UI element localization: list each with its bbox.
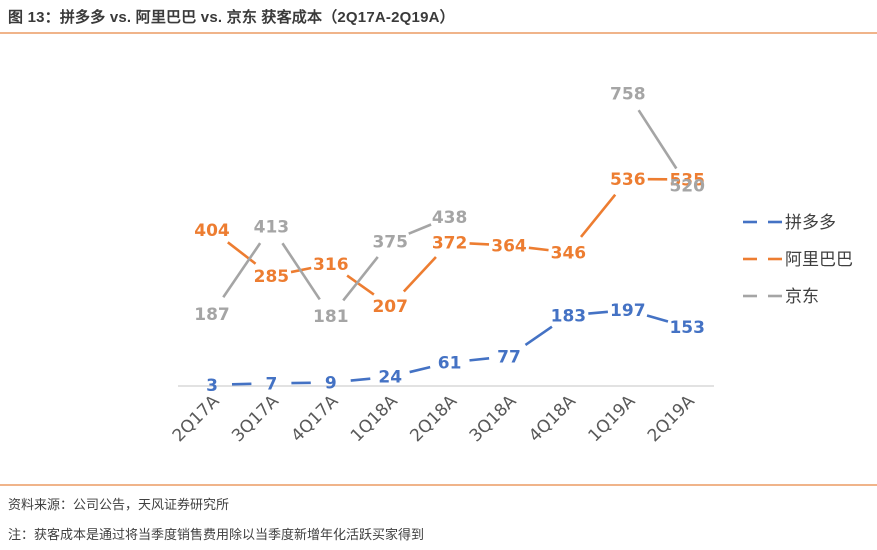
x-tick-label: 4Q17A (288, 391, 343, 446)
jd-data-label: 758 (610, 84, 646, 104)
alibaba-line-segment (227, 241, 257, 265)
jd-line-segment (408, 223, 432, 235)
alibaba-line-segment (402, 256, 437, 293)
jd-line-segment (222, 242, 262, 299)
pdd-data-label: 183 (551, 306, 587, 326)
footer-divider (0, 484, 877, 486)
pdd-data-label: 153 (669, 318, 705, 338)
alibaba-data-label: 536 (610, 170, 646, 190)
x-tick-label: 1Q19A (585, 391, 640, 446)
jd-data-label: 520 (669, 176, 705, 196)
pdd-data-label: 61 (438, 353, 462, 373)
pdd-data-label: 24 (378, 368, 402, 388)
pdd-data-label: 7 (265, 374, 277, 394)
jd-line-segment (281, 242, 321, 301)
chart-title: 图 13：拼多多 vs. 阿里巴巴 vs. 京东 获客成本（2Q17A-2Q19… (8, 9, 455, 26)
alibaba-data-label: 404 (194, 221, 230, 241)
jd-data-label: 438 (432, 208, 468, 228)
x-tick-label: 1Q18A (347, 391, 402, 446)
x-tick-label: 2Q19A (644, 391, 699, 446)
alibaba-data-label: 364 (491, 236, 527, 256)
alibaba-data-label: 316 (313, 255, 349, 275)
pdd-line-segment (588, 310, 609, 315)
jd-data-label: 187 (194, 305, 230, 325)
footnote: 注：获客成本是通过将当季度销售费用除以当季度新增年化活跃买家得到 (8, 527, 425, 542)
title-divider (0, 32, 877, 34)
pdd-line-segment (350, 377, 371, 382)
pdd-data-label: 9 (325, 374, 337, 394)
x-tick-label: 3Q17A (228, 391, 283, 446)
pdd-data-label: 3 (206, 376, 218, 396)
x-tick-label: 4Q18A (525, 391, 580, 446)
alibaba-line-segment (469, 242, 490, 246)
alibaba-line-segment (579, 193, 617, 238)
jd-data-label: 413 (254, 218, 290, 238)
alibaba-data-label: 346 (551, 243, 587, 263)
pdd-line-segment (646, 314, 669, 323)
pdd-data-label: 197 (610, 301, 646, 321)
pdd-line-segment (409, 365, 431, 374)
x-tick-label: 2Q17A (169, 391, 224, 446)
pdd-line-segment (231, 382, 252, 386)
jd-line-segment (637, 109, 678, 170)
alibaba-legend-label: 阿里巴巴 (785, 250, 853, 270)
pdd-line-segment (469, 357, 490, 362)
source-note: 资料来源：公司公告，天风证券研究所 (8, 497, 230, 512)
jd-legend-label: 京东 (785, 287, 819, 307)
alibaba-data-label: 535 (669, 170, 705, 190)
line-chart: 3 7 9 24 61 77 183 197 153 404 285 316 207 372 364 346 5… (169, 84, 853, 446)
x-tick-label: 3Q18A (466, 391, 521, 446)
alibaba-data-label: 372 (432, 233, 468, 253)
pdd-legend-label: 拼多多 (785, 213, 836, 233)
alibaba-line-segment (346, 274, 375, 296)
alibaba-data-label: 207 (372, 297, 408, 317)
jd-line-segment (342, 256, 379, 302)
pdd-data-label: 77 (497, 347, 521, 367)
jd-data-label: 181 (313, 307, 349, 327)
jd-data-label: 375 (372, 232, 408, 252)
pdd-line-segment (524, 325, 553, 347)
alibaba-data-label: 285 (254, 267, 290, 287)
x-tick-label: 2Q18A (406, 391, 461, 446)
alibaba-line-segment (528, 246, 549, 252)
